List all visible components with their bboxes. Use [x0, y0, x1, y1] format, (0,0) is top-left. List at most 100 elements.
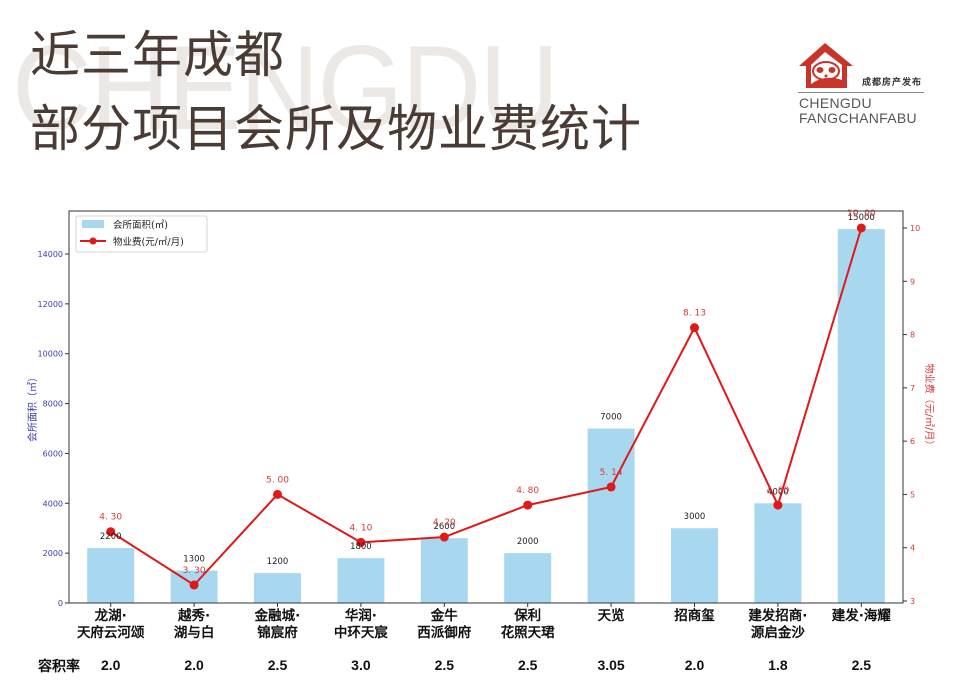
project-name-line-2: 天府云河颂 [76, 625, 145, 641]
line-point [189, 580, 199, 590]
bar-value-label: 4000 [767, 487, 789, 497]
bar-value-label: 1800 [350, 542, 372, 552]
x-category-label: 保利 花照天珺 [473, 608, 583, 642]
data-labels: 2200 1300 1200 1800 2600 2000 7000 3000 4000 1500… [99, 209, 876, 576]
line-point [273, 489, 282, 499]
bar-series [87, 229, 885, 604]
line-value-label: 4. 20 [433, 518, 456, 528]
line-series [106, 223, 866, 590]
line-value-label: 8. 13 [683, 309, 706, 319]
right-axis-label: 物业费（元/㎡/月） [923, 364, 936, 451]
logo-cn-text: 成都房产发布 [862, 78, 923, 88]
page-title-line-1: 近三年成都 [30, 26, 285, 84]
project-name-line-1: 建发·海耀 [831, 608, 891, 624]
bar [837, 229, 885, 604]
left-tick-label: 14000 [38, 250, 63, 259]
far-value: 2.5 [267, 657, 288, 673]
x-axis-ticks [110, 603, 862, 607]
right-tick-label: 9 [910, 277, 915, 286]
project-name-line-2: 花照天珺 [500, 625, 555, 641]
right-tick-label: 8 [910, 331, 915, 340]
project-name-line-2: 源启金沙 [750, 625, 805, 641]
line-value-label: 4. 80 [766, 486, 789, 496]
right-tick-label: 10 [910, 224, 920, 233]
bar-value-label: 3000 [684, 512, 706, 522]
bar [337, 558, 385, 603]
project-name-line-2: 西派御府 [417, 625, 472, 641]
bar-value-label: 1200 [267, 557, 289, 567]
project-name-line-2: 锦宸府 [257, 625, 298, 641]
legend-bar-label: 会所面积(㎡) [113, 219, 168, 231]
line-point [606, 482, 616, 492]
x-category-label: 华润· 中环天宸 [306, 608, 416, 642]
project-name-line-1: 越秀· [178, 608, 211, 624]
line-point [523, 500, 533, 510]
left-tick-label: 12000 [38, 300, 63, 309]
line-value-label: 4. 10 [349, 523, 372, 533]
bar [87, 548, 135, 603]
x-category-label: 招商玺 [640, 608, 750, 625]
bar-value-label: 2200 [100, 532, 122, 542]
line-point [690, 323, 699, 333]
project-name-line-1: 建发招商· [748, 608, 808, 624]
far-value: 1.8 [768, 657, 788, 673]
left-tick-label: 4000 [43, 499, 63, 508]
logo-en-line-1: CHENGDU [799, 95, 872, 111]
line-value-label: 5. 14 [600, 468, 623, 478]
line-point [106, 527, 116, 537]
x-category-label: 天览 [556, 608, 666, 625]
legend-line-label: 物业费(元/㎡/月) [113, 236, 184, 248]
project-name-line-2: 湖与白 [173, 625, 215, 641]
x-category-label: 龙湖· 天府云河颂 [56, 608, 166, 642]
logo-en-line-2: FANGCHANFABU [799, 110, 917, 126]
watermark-text: CHENGDU [12, 21, 559, 155]
far-value: 2.5 [434, 657, 455, 673]
far-row-label: 容积率 [38, 659, 80, 675]
logo-divider [798, 92, 924, 93]
right-tick-label: 6 [910, 437, 915, 446]
far-value: 3.0 [351, 657, 371, 673]
left-tick-label: 2000 [43, 549, 63, 558]
legend-bar-swatch [82, 220, 104, 228]
left-axis-label: 会所面积（㎡） [26, 372, 39, 442]
project-name-line-1: 保利 [514, 608, 542, 624]
project-name-line-1: 天览 [597, 608, 625, 624]
project-name-line-1: 金牛 [430, 608, 458, 624]
bar [254, 573, 301, 603]
bar-value-label: 2000 [517, 537, 539, 547]
bar [671, 528, 718, 603]
left-tick-label: 10000 [38, 350, 63, 359]
bar-value-label: 15000 [848, 213, 875, 223]
bar [504, 553, 552, 603]
line-point [439, 532, 449, 542]
right-axis-ticks: 3 4 5 6 7 8 9 10 [903, 224, 920, 606]
x-category-label: 金融城· 锦宸府 [223, 608, 333, 642]
chart-legend: 会所面积(㎡) 物业费(元/㎡/月) [75, 215, 208, 253]
project-name-line-1: 华润· [344, 608, 377, 624]
bar-value-label: 1300 [183, 555, 205, 565]
line-value-label: 5. 00 [266, 475, 289, 485]
line-value-label: 4. 30 [99, 513, 122, 523]
far-value: 2.5 [851, 657, 872, 673]
far-value: 2.0 [100, 657, 121, 673]
far-value: 3.05 [597, 657, 625, 673]
line-value-label: 4. 80 [516, 486, 539, 496]
right-tick-label: 5 [910, 490, 915, 499]
project-name-line-2: 中环天宸 [333, 625, 388, 641]
right-tick-label: 4 [910, 544, 915, 553]
x-category-label: 建发招商· 源启金沙 [723, 608, 833, 642]
left-tick-label: 0 [58, 599, 63, 608]
project-name-line-1: 龙湖· [94, 608, 127, 624]
x-category-label: 越秀· 湖与白 [139, 608, 249, 642]
far-value: 2.5 [517, 657, 538, 673]
right-tick-label: 7 [910, 384, 915, 393]
bar-value-label: 2600 [433, 522, 455, 532]
right-tick-label: 3 [910, 597, 915, 606]
far-value: 2.0 [684, 657, 705, 673]
line-point [856, 223, 866, 233]
bar [754, 503, 802, 603]
left-tick-label: 6000 [43, 449, 63, 458]
x-category-label: 金牛 西派御府 [389, 608, 499, 642]
project-name-line-1: 招商玺 [674, 608, 715, 624]
